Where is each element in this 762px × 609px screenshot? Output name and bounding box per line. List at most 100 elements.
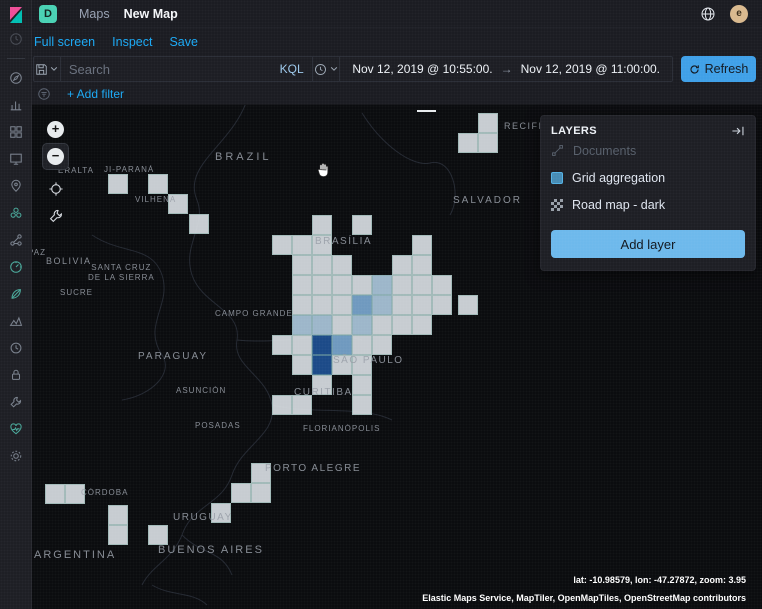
- grid-aggregation-cell[interactable]: [458, 133, 478, 153]
- grid-aggregation-cell[interactable]: [432, 295, 452, 315]
- sidebar-item-dashboard[interactable]: [0, 118, 32, 145]
- sidebar-item-visualize[interactable]: [0, 91, 32, 118]
- grid-aggregation-cell[interactable]: [352, 215, 372, 235]
- sidebar-item-metrics[interactable]: [0, 307, 32, 334]
- grid-aggregation-cell[interactable]: [292, 275, 312, 295]
- grid-aggregation-cell[interactable]: [352, 375, 372, 395]
- inspect-link[interactable]: Inspect: [112, 34, 153, 49]
- zoom-in-button[interactable]: +: [47, 121, 64, 138]
- time-picker-quick-menu[interactable]: [311, 57, 341, 81]
- sidebar-item-siem[interactable]: [0, 361, 32, 388]
- grid-aggregation-cell[interactable]: [292, 255, 312, 275]
- grid-aggregation-cell[interactable]: [478, 113, 498, 133]
- sidebar-item-discover[interactable]: [0, 64, 32, 91]
- grid-aggregation-cell[interactable]: [189, 214, 209, 234]
- grid-aggregation-cell[interactable]: [352, 355, 372, 375]
- layer-item-road-map-dark[interactable]: Road map - dark: [551, 191, 745, 218]
- help-globe-icon[interactable]: [700, 6, 716, 22]
- query-language-kql[interactable]: KQL: [279, 62, 304, 76]
- grid-aggregation-cell[interactable]: [292, 335, 312, 355]
- grid-aggregation-cell[interactable]: [272, 395, 292, 415]
- set-view-crosshair-icon[interactable]: [48, 181, 64, 197]
- grid-aggregation-cell[interactable]: [272, 335, 292, 355]
- sidebar-item-logs[interactable]: [0, 280, 32, 307]
- grid-aggregation-cell[interactable]: [372, 295, 392, 315]
- grid-aggregation-cell[interactable]: [108, 505, 128, 525]
- grid-aggregation-cell[interactable]: [352, 275, 372, 295]
- zoom-out-button[interactable]: −: [47, 148, 64, 165]
- grid-aggregation-cell[interactable]: [332, 355, 352, 375]
- grid-aggregation-cell[interactable]: [458, 295, 478, 315]
- grid-aggregation-cell[interactable]: [352, 295, 372, 315]
- add-layer-button[interactable]: Add layer: [551, 230, 745, 258]
- grid-aggregation-cell[interactable]: [312, 375, 332, 395]
- map-canvas[interactable]: ERALTA JI-PARANÁ VILHENA BRAZIL SALVADOR RECI…: [32, 105, 762, 609]
- grid-aggregation-cell[interactable]: [108, 174, 128, 194]
- grid-aggregation-cell[interactable]: [251, 483, 271, 503]
- sidebar-item-machine-learning[interactable]: [0, 199, 32, 226]
- grid-aggregation-cell[interactable]: [312, 335, 332, 355]
- grid-aggregation-cell[interactable]: [312, 215, 332, 235]
- grid-aggregation-cell[interactable]: [312, 315, 332, 335]
- grid-aggregation-cell[interactable]: [332, 315, 352, 335]
- kibana-logo-icon[interactable]: [6, 5, 26, 25]
- date-to[interactable]: Nov 12, 2019 @ 11:00:00.: [520, 62, 660, 76]
- full-screen-link[interactable]: Full screen: [34, 34, 96, 49]
- grid-aggregation-cell[interactable]: [65, 484, 85, 504]
- grid-aggregation-cell[interactable]: [231, 483, 251, 503]
- grid-aggregation-cell[interactable]: [148, 525, 168, 545]
- grid-aggregation-cell[interactable]: [148, 174, 168, 194]
- sidebar-item-canvas[interactable]: [0, 145, 32, 172]
- grid-aggregation-cell[interactable]: [292, 355, 312, 375]
- grid-aggregation-cell[interactable]: [292, 315, 312, 335]
- sidebar-item-dev-tools[interactable]: [0, 388, 32, 415]
- collapse-panel-icon[interactable]: [731, 125, 745, 137]
- grid-aggregation-cell[interactable]: [412, 255, 432, 275]
- layer-item-grid-aggregation[interactable]: Grid aggregation: [551, 164, 745, 191]
- grid-aggregation-cell[interactable]: [392, 315, 412, 335]
- grid-aggregation-cell[interactable]: [332, 295, 352, 315]
- sidebar-item-management[interactable]: [0, 442, 32, 469]
- refresh-button[interactable]: Refresh: [681, 56, 756, 82]
- grid-aggregation-cell[interactable]: [312, 255, 332, 275]
- grid-aggregation-cell[interactable]: [412, 235, 432, 255]
- sidebar-item-apm[interactable]: [0, 253, 32, 280]
- grid-aggregation-cell[interactable]: [412, 315, 432, 335]
- grid-aggregation-cell[interactable]: [312, 275, 332, 295]
- grid-aggregation-cell[interactable]: [211, 503, 231, 523]
- grid-aggregation-cell[interactable]: [332, 275, 352, 295]
- grid-aggregation-cell[interactable]: [108, 525, 128, 545]
- avatar[interactable]: e: [730, 4, 748, 23]
- filter-icon[interactable]: [37, 87, 51, 101]
- grid-aggregation-cell[interactable]: [312, 355, 332, 375]
- breadcrumb[interactable]: Maps: [79, 6, 110, 21]
- grid-aggregation-cell[interactable]: [292, 235, 312, 255]
- grid-aggregation-cell[interactable]: [372, 315, 392, 335]
- grid-aggregation-cell[interactable]: [352, 395, 372, 415]
- grid-aggregation-cell[interactable]: [392, 255, 412, 275]
- space-badge[interactable]: D: [39, 4, 57, 23]
- sidebar-item-uptime[interactable]: [0, 334, 32, 361]
- search-input[interactable]: Search KQL: [61, 57, 312, 81]
- grid-aggregation-cell[interactable]: [292, 295, 312, 315]
- sidebar-item-graph[interactable]: [0, 226, 32, 253]
- grid-aggregation-cell[interactable]: [478, 133, 498, 153]
- grid-aggregation-cell[interactable]: [45, 484, 65, 504]
- date-from[interactable]: Nov 12, 2019 @ 10:55:00.: [352, 62, 493, 76]
- save-link[interactable]: Save: [169, 34, 198, 49]
- grid-aggregation-cell[interactable]: [332, 335, 352, 355]
- grid-aggregation-cell[interactable]: [392, 295, 412, 315]
- add-filter-link[interactable]: + Add filter: [67, 86, 125, 101]
- grid-aggregation-cell[interactable]: [372, 275, 392, 295]
- grid-aggregation-cell[interactable]: [251, 463, 271, 483]
- grid-aggregation-cell[interactable]: [292, 395, 312, 415]
- grid-aggregation-cell[interactable]: [412, 275, 432, 295]
- grid-aggregation-cell[interactable]: [312, 235, 332, 255]
- grid-aggregation-cell[interactable]: [392, 275, 412, 295]
- grid-aggregation-cell[interactable]: [432, 275, 452, 295]
- saved-query-menu-button[interactable]: [34, 57, 61, 81]
- grid-aggregation-cell[interactable]: [312, 295, 332, 315]
- grid-aggregation-cell[interactable]: [352, 315, 372, 335]
- sidebar-item-maps[interactable]: [0, 172, 32, 199]
- recently-viewed-icon[interactable]: [0, 25, 32, 52]
